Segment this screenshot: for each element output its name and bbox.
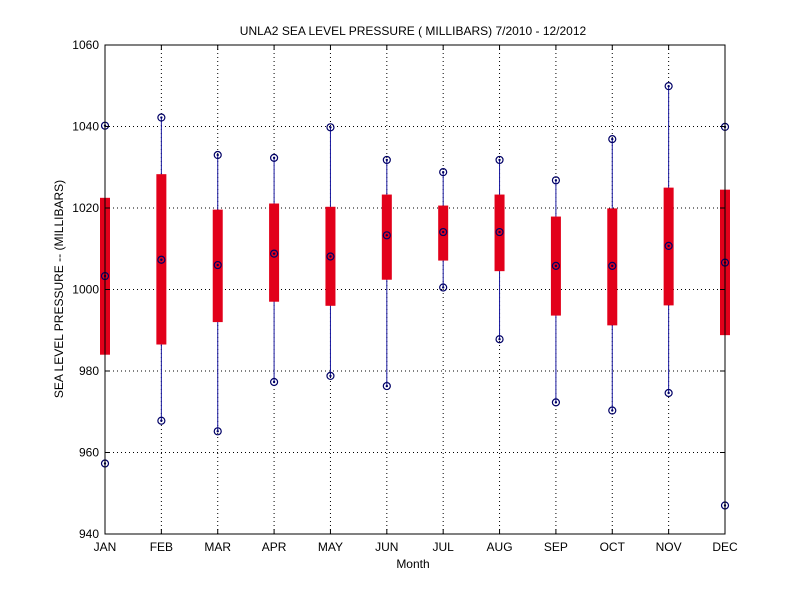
grid (105, 45, 725, 534)
box-nov (663, 82, 674, 398)
y-tick-label: 940 (79, 527, 99, 541)
box-sep (550, 176, 561, 407)
median-marker-dot (329, 255, 332, 258)
y-axis-title: SEA LEVEL PRESSURE -- (MILLIBARS) (52, 180, 66, 398)
max-marker-dot (160, 116, 163, 119)
x-tick-label: JAN (94, 540, 117, 554)
median-marker-dot (160, 258, 163, 261)
x-tick-label: JUN (375, 540, 398, 554)
min-marker (551, 398, 561, 407)
box-jul (438, 168, 449, 292)
median-marker (157, 255, 166, 264)
median-marker (551, 261, 561, 270)
box-oct (607, 135, 618, 415)
max-marker (382, 155, 391, 165)
ticks: 940 960 980 1000 1020 1040 1060 JAN FEB MAR APR MAY… (72, 38, 738, 554)
min-marker (269, 377, 279, 387)
max-marker (439, 168, 448, 177)
max-marker (608, 135, 617, 144)
max-marker-dot (385, 158, 389, 162)
x-tick-label: DEC (712, 540, 738, 554)
median-marker (495, 227, 504, 237)
median-marker (326, 252, 335, 261)
max-marker-dot (498, 158, 501, 162)
max-marker (495, 155, 504, 165)
x-tick-label: MAY (318, 540, 343, 554)
x-tick-label: SEP (544, 540, 568, 554)
min-marker (213, 427, 222, 436)
min-marker-dot (611, 409, 614, 412)
max-marker-dot (216, 153, 219, 157)
boxes (100, 82, 730, 510)
x-tick-label: AUG (487, 540, 513, 554)
max-marker (326, 123, 335, 132)
x-tick-label: APR (262, 540, 287, 554)
median-marker-dot (554, 264, 558, 268)
max-marker-dot (329, 126, 332, 129)
max-marker (269, 153, 279, 162)
max-marker (664, 82, 673, 91)
x-tick-label: FEB (150, 540, 173, 554)
median-marker-dot (441, 230, 445, 234)
max-marker-dot (667, 84, 670, 88)
y-tick-label: 1020 (72, 201, 99, 215)
min-marker (382, 381, 391, 391)
box-jun (381, 155, 392, 391)
max-marker (551, 176, 561, 185)
min-marker-dot (554, 401, 558, 404)
median-marker-dot (272, 252, 276, 255)
median-marker (608, 261, 617, 270)
x-tick-label: OCT (600, 540, 626, 554)
median-marker-dot (667, 244, 670, 248)
min-marker-dot (216, 430, 219, 433)
x-tick-label: NOV (656, 540, 682, 554)
median-marker-dot (498, 230, 501, 234)
max-marker (157, 113, 166, 122)
chart-title: UNLA2 SEA LEVEL PRESSURE ( MILLIBARS) 7/… (240, 24, 587, 38)
y-tick-label: 960 (79, 446, 99, 460)
median-marker (213, 260, 222, 270)
y-tick-label: 980 (79, 364, 99, 378)
min-marker-dot (329, 374, 332, 378)
box-mar (212, 150, 223, 436)
median-marker-dot (216, 263, 219, 267)
min-marker (439, 283, 448, 292)
max-marker-dot (554, 179, 558, 182)
box-may (325, 123, 336, 380)
min-marker (157, 416, 166, 425)
min-marker-dot (498, 338, 501, 341)
min-marker-dot (272, 380, 276, 384)
box-apr (269, 153, 280, 387)
y-tick-label: 1040 (72, 120, 99, 134)
x-axis-title: Month (396, 557, 429, 571)
min-marker-dot (160, 419, 163, 422)
min-marker (326, 371, 335, 380)
median-marker (269, 249, 279, 258)
box-aug (494, 155, 505, 344)
y-tick-label: 1000 (72, 283, 99, 297)
plot-frame (104, 44, 726, 535)
max-marker-dot (611, 137, 614, 141)
box-feb (156, 113, 167, 425)
max-marker-dot (272, 156, 276, 160)
min-marker-dot (441, 286, 445, 289)
median-marker (664, 241, 673, 250)
y-tick-label: 1060 (72, 38, 99, 52)
min-marker (608, 406, 617, 415)
x-tick-label: JUL (433, 540, 455, 554)
min-marker-dot (385, 384, 389, 388)
min-marker (664, 388, 673, 398)
max-marker (213, 150, 222, 160)
max-marker-dot (441, 170, 445, 174)
median-marker (382, 231, 391, 240)
x-tick-label: MAR (204, 540, 231, 554)
median-marker (439, 227, 448, 237)
min-marker (495, 335, 504, 344)
median-marker-dot (385, 234, 389, 237)
median-marker-dot (611, 264, 614, 268)
box-iqr (381, 194, 392, 280)
min-marker-dot (667, 391, 670, 395)
